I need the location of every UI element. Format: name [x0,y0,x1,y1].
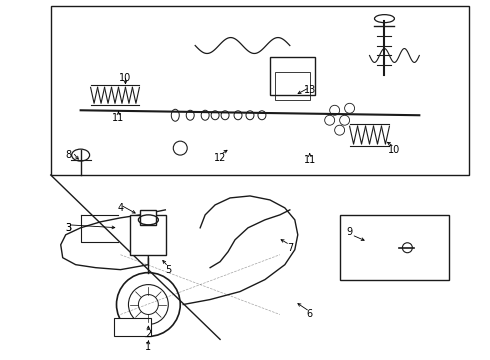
Text: 1: 1 [146,342,151,352]
Bar [130,215,166,255]
Bar [340,215,449,280]
Text: 2: 2 [145,329,151,339]
Text: 5: 5 [165,265,172,275]
Text: 13: 13 [304,85,316,95]
Bar [270,58,315,95]
Text: 10: 10 [388,145,400,155]
Bar [51,6,469,175]
Text: 11: 11 [112,113,124,123]
Bar [141,210,156,225]
Text: 3: 3 [66,223,72,233]
Bar [275,72,310,100]
Text: 9: 9 [346,227,353,237]
Text: 4: 4 [118,203,123,213]
Bar [114,319,151,336]
Text: 11: 11 [304,155,316,165]
Text: 6: 6 [307,310,313,319]
Text: 12: 12 [214,153,226,163]
Text: 3: 3 [66,223,72,233]
Text: 8: 8 [66,150,72,160]
Text: 7: 7 [287,243,293,253]
Text: 10: 10 [120,73,132,84]
